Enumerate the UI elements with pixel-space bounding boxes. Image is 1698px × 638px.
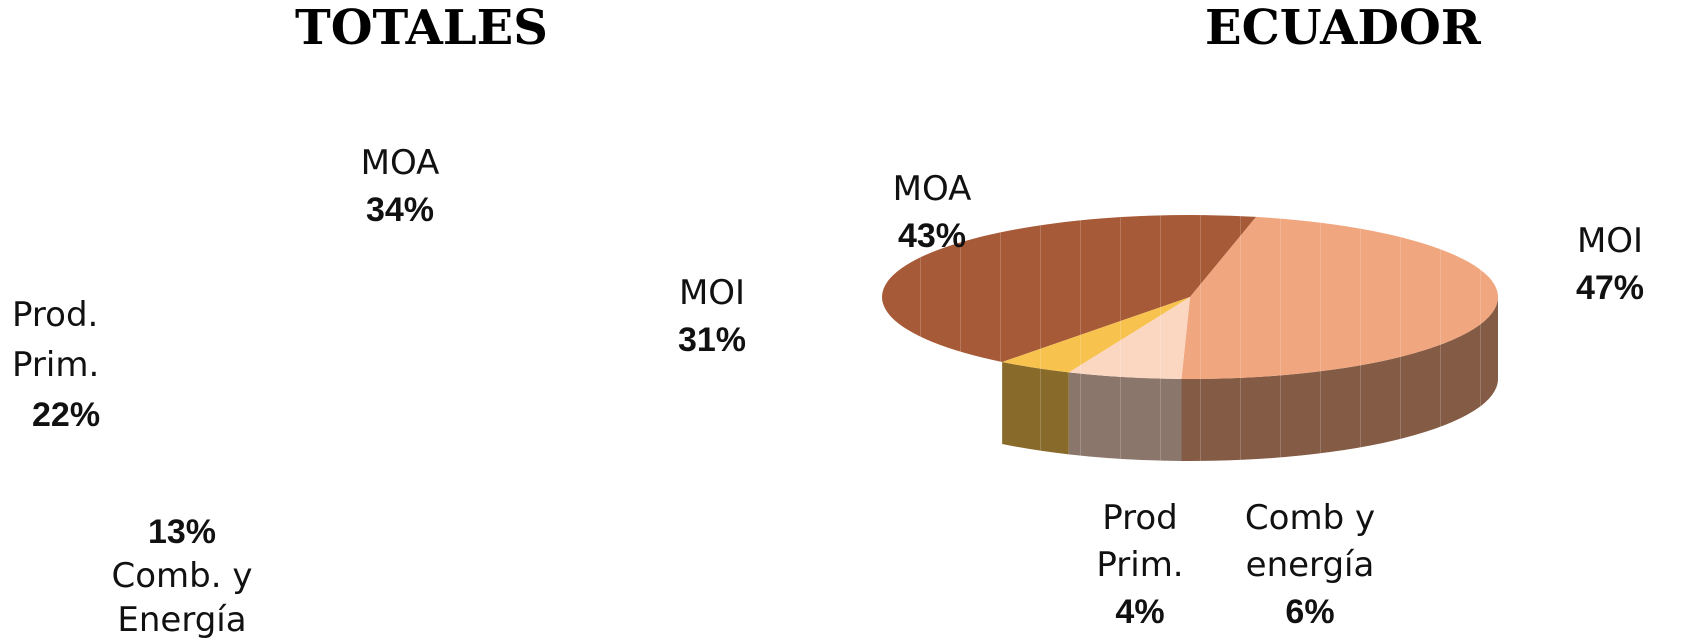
totales-label-comb-energia-name: Comb. y Energía: [111, 556, 253, 638]
totales-label-moa-name: MOA: [360, 143, 440, 183]
ecuador-label-comb-energia-name: Comb y energía: [1244, 498, 1376, 585]
ecuador-label-moa-pct: 43%: [897, 217, 967, 255]
totales-label-moi: MOI 31%: [678, 270, 746, 364]
ecuador-label-moi-pct: 47%: [1575, 269, 1645, 307]
ecuador-label-comb-energia-pct: 6%: [1285, 593, 1335, 631]
ecuador-label-prod-prim-pct: 4%: [1115, 593, 1165, 631]
totales-label-prod-prim-name: Prod. Prim.: [12, 295, 100, 385]
ecuador-pie-texture: [882, 215, 1498, 461]
ecuador-label-prod-prim: Prod Prim. 4%: [1085, 495, 1195, 636]
totales-label-comb-energia-pct: 13%: [147, 513, 217, 551]
ecuador-label-moa: MOA 43%: [893, 166, 972, 260]
ecuador-label-comb-energia: Comb y energía 6%: [1225, 495, 1395, 636]
totales-label-moa-pct: 34%: [365, 191, 435, 229]
ecuador-label-prod-prim-name: Prod Prim.: [1096, 498, 1184, 585]
ecuador-label-moi: MOI 47%: [1576, 218, 1644, 312]
ecuador-pie-slices: [881, 214, 1498, 461]
totales-label-comb-energia: 13% Comb. y Energía: [97, 510, 267, 638]
totales-label-prod-prim-pct: 22%: [32, 396, 101, 434]
totales-label-moi-name: MOI: [678, 273, 746, 313]
ecuador-title: ECUADOR: [1205, 0, 1481, 56]
totales-label-moa: MOA 34%: [361, 140, 440, 234]
totales-title: TOTALES: [295, 0, 548, 56]
ecuador-label-moa-name: MOA: [892, 169, 972, 209]
ecuador-label-moi-name: MOI: [1576, 221, 1644, 261]
totales-label-moi-pct: 31%: [677, 321, 747, 359]
totales-label-prod-prim: Prod. Prim. 22%: [12, 290, 132, 440]
